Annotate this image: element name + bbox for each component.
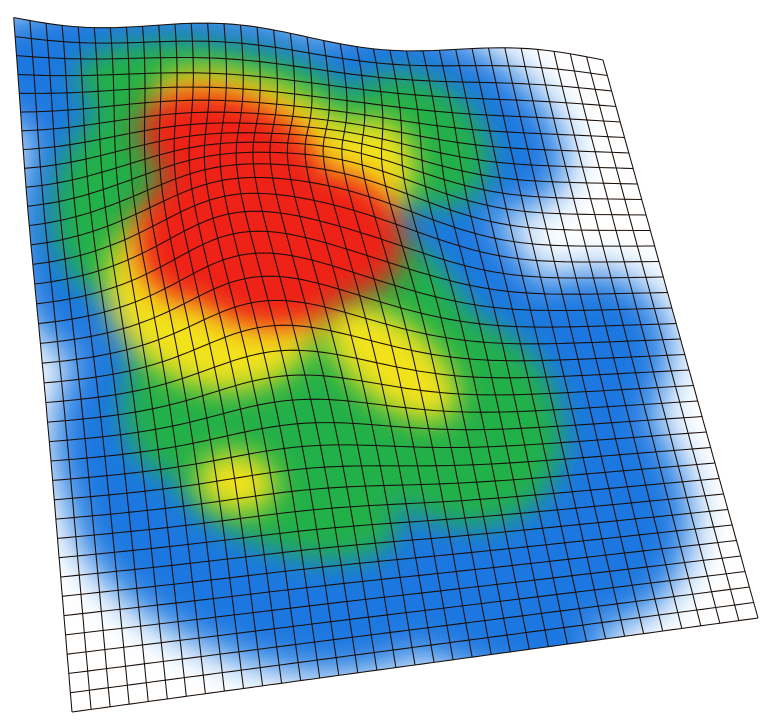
mesh-grid-lines [13,16,759,713]
mesh-line-horizontal [67,570,746,655]
heat-blob [270,533,611,689]
mesh-line-horizontal [70,601,754,694]
mesh-line-vertical [553,51,702,626]
heat-blob [196,451,277,513]
mesh-line-horizontal [62,524,733,597]
mesh-line-vertical [569,53,721,624]
heat-blob [325,302,458,422]
mesh-line-vertical [602,59,759,619]
mesh-line-horizontal [71,617,759,713]
mesh-line-vertical [586,56,740,621]
mesh-line-horizontal [63,539,737,617]
mesh-line-vertical [537,49,683,629]
mesh-line-vertical [520,48,664,632]
mesh-line-horizontal [65,555,741,636]
mesh-line-horizontal [68,586,750,674]
heat-blob [135,164,259,303]
